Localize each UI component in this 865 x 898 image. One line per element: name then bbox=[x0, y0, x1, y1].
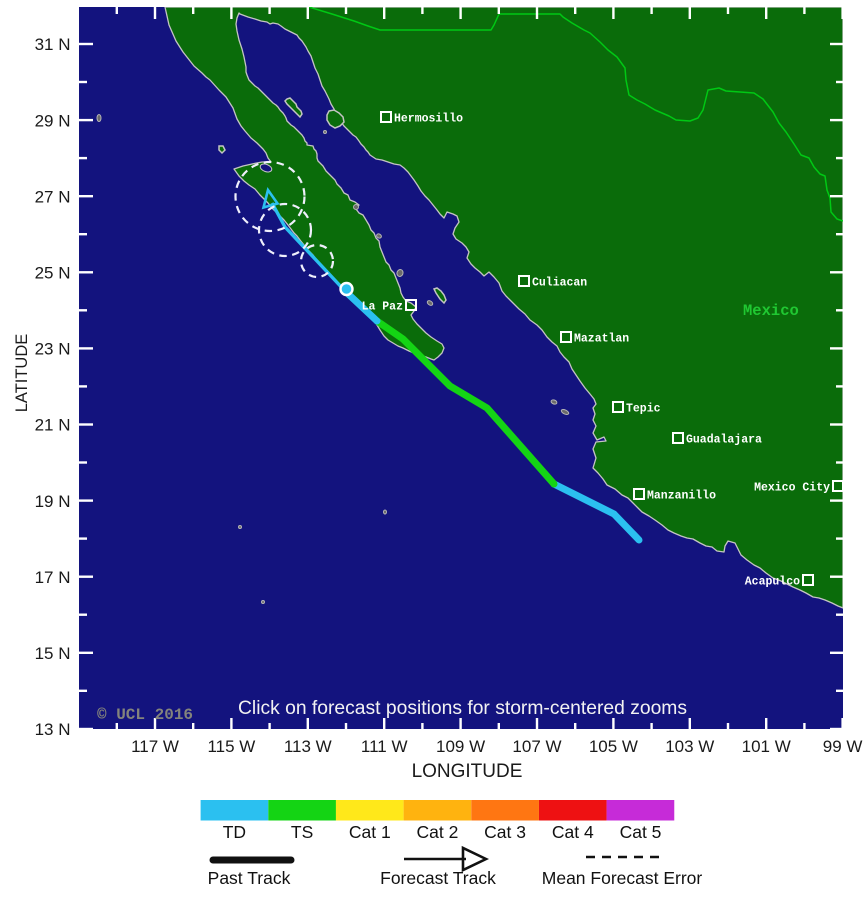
svg-text:Mazatlan: Mazatlan bbox=[574, 333, 629, 346]
svg-text:Guadalajara: Guadalajara bbox=[686, 434, 762, 447]
svg-text:Hermosillo: Hermosillo bbox=[394, 113, 463, 126]
svg-text:Cat 1: Cat 1 bbox=[349, 822, 391, 842]
svg-text:Forecast Track: Forecast Track bbox=[380, 868, 496, 888]
svg-text:113 W: 113 W bbox=[284, 737, 332, 756]
svg-text:LONGITUDE: LONGITUDE bbox=[412, 761, 523, 782]
svg-text:117 W: 117 W bbox=[131, 737, 179, 756]
svg-text:Cat 5: Cat 5 bbox=[620, 822, 662, 842]
svg-text:© UCL 2016: © UCL 2016 bbox=[97, 706, 193, 724]
svg-text:25 N: 25 N bbox=[35, 264, 71, 283]
svg-text:19 N: 19 N bbox=[35, 492, 71, 511]
svg-text:21 N: 21 N bbox=[35, 416, 71, 435]
svg-text:Mean Forecast Error: Mean Forecast Error bbox=[542, 868, 703, 888]
svg-text:23 N: 23 N bbox=[35, 340, 71, 359]
svg-text:TS: TS bbox=[291, 822, 313, 842]
svg-text:La Paz: La Paz bbox=[362, 301, 404, 314]
svg-text:Cat 2: Cat 2 bbox=[416, 822, 458, 842]
svg-text:TD: TD bbox=[223, 822, 246, 842]
svg-text:Cat 3: Cat 3 bbox=[484, 822, 526, 842]
svg-text:15 N: 15 N bbox=[35, 644, 71, 663]
svg-text:Cat 4: Cat 4 bbox=[552, 822, 594, 842]
svg-text:29 N: 29 N bbox=[35, 111, 71, 130]
svg-text:103 W: 103 W bbox=[665, 737, 714, 756]
svg-text:13 N: 13 N bbox=[35, 720, 71, 739]
svg-text:Culiacan: Culiacan bbox=[532, 277, 587, 290]
svg-text:Tepic: Tepic bbox=[626, 403, 661, 416]
svg-text:27 N: 27 N bbox=[35, 187, 71, 206]
svg-text:Past Track: Past Track bbox=[208, 868, 291, 888]
svg-text:107 W: 107 W bbox=[512, 737, 561, 756]
svg-text:109 W: 109 W bbox=[436, 737, 485, 756]
svg-text:99 W: 99 W bbox=[823, 737, 863, 756]
svg-text:111 W: 111 W bbox=[361, 737, 408, 756]
svg-text:101 W: 101 W bbox=[742, 737, 791, 756]
svg-text:Acapulco: Acapulco bbox=[745, 576, 800, 589]
svg-text:Click on forecast positions fo: Click on forecast positions for storm-ce… bbox=[238, 698, 687, 719]
svg-text:LATITUDE: LATITUDE bbox=[13, 334, 31, 413]
svg-text:31 N: 31 N bbox=[35, 35, 71, 54]
svg-text:Manzanillo: Manzanillo bbox=[647, 490, 716, 503]
svg-text:17 N: 17 N bbox=[35, 568, 71, 587]
svg-text:105 W: 105 W bbox=[589, 737, 638, 756]
svg-text:115 W: 115 W bbox=[207, 737, 255, 756]
svg-text:Mexico City: Mexico City bbox=[754, 482, 830, 495]
svg-text:Mexico: Mexico bbox=[743, 302, 799, 320]
